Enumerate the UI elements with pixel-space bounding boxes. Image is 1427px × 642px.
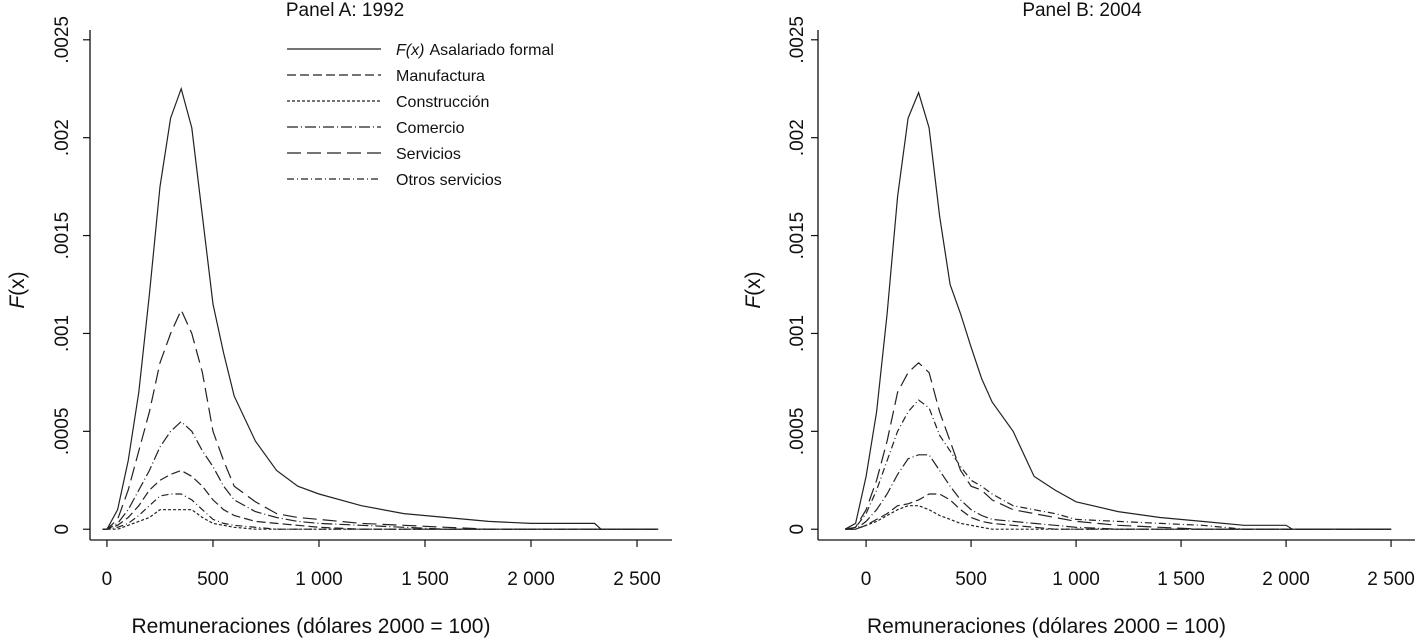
series-line-servicios xyxy=(102,308,659,530)
y-axis-label-italic: F xyxy=(742,295,765,309)
series-line-asalariado-formal xyxy=(844,90,1392,530)
y-axis-label: F(x) xyxy=(6,271,29,308)
series-line-servicios xyxy=(844,361,1392,530)
y-tick-label: .0025 xyxy=(52,16,73,64)
legend-label: Comercio xyxy=(396,120,465,137)
y-tick-label: .0015 xyxy=(52,212,73,260)
x-tick-label: 2 500 xyxy=(1367,569,1415,590)
x-axis-label: Remuneraciones (dólares 2000 = 100) xyxy=(132,615,491,638)
y-tick-label: .002 xyxy=(787,119,808,156)
legend-label: Construcción xyxy=(396,94,489,111)
legend-label: Servicios xyxy=(396,146,461,163)
y-axis-label-italic: F xyxy=(6,295,29,309)
x-tick-label: 2 000 xyxy=(1262,569,1310,590)
x-tick-label: 1 000 xyxy=(1052,569,1100,590)
chart-title: Panel A: 1992 xyxy=(286,0,404,21)
legend-label-text: Comercio xyxy=(396,120,465,137)
x-tick-label: 0 xyxy=(102,569,113,590)
series-line-manufactura xyxy=(102,469,659,530)
x-tick-label: 2 500 xyxy=(613,569,661,590)
legend-label-text: Servicios xyxy=(396,146,461,163)
legend-label-text: Manufactura xyxy=(396,68,485,85)
legend-label-prefix: F(x) xyxy=(396,42,424,59)
legend: F(x) Asalariado formal Manufactura Construc… xyxy=(287,42,554,189)
legend-label-text: Asalariado formal xyxy=(429,42,554,59)
y-axis-label: F(x) xyxy=(742,271,765,308)
x-axis-label: Remuneraciones (dólares 2000 = 100) xyxy=(867,615,1226,638)
legend-label-text: Construcción xyxy=(396,94,489,111)
series-line-construcción xyxy=(102,509,659,530)
y-tick-label: .001 xyxy=(52,315,73,352)
legend-label: F(x) Asalariado formal xyxy=(396,42,554,59)
series-line-otros-servicios xyxy=(844,399,1392,530)
y-tick-label: .0005 xyxy=(787,408,808,456)
panel-b: Panel B: 2004 0 .0005 .001 .0015 .002 .0025 0 50… xyxy=(742,0,1415,638)
chart-title: Panel B: 2004 xyxy=(1022,0,1142,21)
x-tick-label: 1 500 xyxy=(401,569,449,590)
legend-label-text: Otros servicios xyxy=(396,172,502,189)
series-line-comercio xyxy=(102,420,659,530)
x-tick-label: 500 xyxy=(955,569,987,590)
x-tick-label: 0 xyxy=(861,569,872,590)
x-tick-label: 2 000 xyxy=(507,569,555,590)
y-tick-label: .0005 xyxy=(52,408,73,456)
y-tick-label: .0015 xyxy=(787,212,808,260)
panel-a: Panel A: 1992 0 .0005 .001 .0015 .002 .0025 0 50… xyxy=(6,0,672,638)
y-tick-label: .002 xyxy=(52,119,73,156)
series-line-comercio xyxy=(845,454,1392,530)
x-tick-label: 500 xyxy=(197,569,229,590)
x-tick-label: 1 500 xyxy=(1157,569,1205,590)
y-tick-label: 0 xyxy=(787,524,808,535)
legend-label: Manufactura xyxy=(396,68,485,85)
y-axis-label-paren: (x) xyxy=(742,271,765,296)
y-axis-label-paren: (x) xyxy=(6,271,29,296)
series-line-asalariado-formal xyxy=(102,86,659,530)
y-tick-label: .0025 xyxy=(787,16,808,64)
legend-label: Otros servicios xyxy=(396,172,502,189)
series-line-construcción xyxy=(845,505,1392,530)
y-tick-label: 0 xyxy=(52,524,73,535)
y-tick-label: .001 xyxy=(787,315,808,352)
x-tick-label: 1 000 xyxy=(295,569,343,590)
